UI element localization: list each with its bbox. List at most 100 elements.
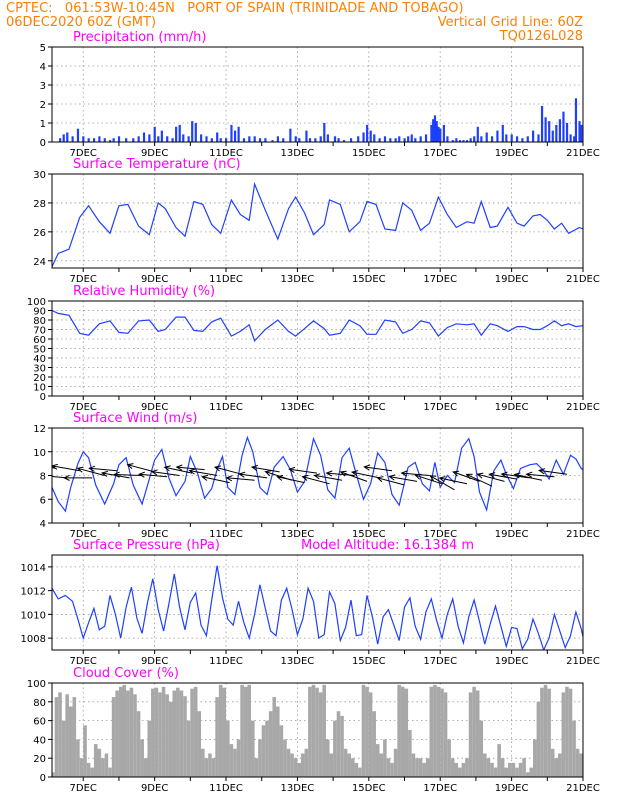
wind-arrow [52,466,55,469]
precip-bar [578,121,581,142]
precip-bar [540,105,544,142]
cloud-bar [525,772,530,777]
header-grid-info: Vertical Grid Line: 60Z [438,15,583,30]
precip-bar [125,138,128,142]
wind-arrow [250,464,280,473]
cloud-bar [522,758,526,777]
wind-arrows [52,463,567,491]
precip-bar [71,136,74,142]
cloud-bar [304,748,309,777]
wind-data [52,435,583,513]
cloud-bar [415,758,419,777]
humidity-ytick-label: 100 [27,297,46,308]
precip-bar [465,140,469,142]
pressure-xtick-label: 15DEC [352,656,386,667]
precipitation-ytick-label: 4 [40,62,46,73]
precip-bar [455,138,458,142]
humidity-xtick-label: 19DEC [495,402,529,413]
cloud-bar [365,686,369,777]
cloud-bar [86,762,91,777]
wind-arrow [500,471,530,479]
precip-bar [526,136,529,142]
cloud-bar [279,725,284,777]
humidity-xtick-label: 21DEC [566,402,600,413]
cloud-bar [208,753,212,777]
cloud-bar [229,744,234,777]
cloud-bar [440,688,444,777]
cloud-bar [504,767,509,777]
humidity-title: Relative Humidity (%) [73,284,215,299]
cloud-bar [340,715,344,777]
precip-bar [59,138,62,142]
pressure-xtick-label: 11DEC [209,656,243,667]
cloud-bar [529,767,534,777]
cloud-bar [379,753,384,777]
wind-arrow [452,470,480,482]
precip-bar [98,136,101,142]
wind-arrow [238,471,268,479]
pressure-frame [51,554,584,651]
precipitation-data [59,98,583,142]
precip-bar [219,138,222,142]
precip-bar [294,136,297,142]
precip-bar [253,136,256,142]
cloud-bar [115,690,119,777]
precipitation-xtick-label: 7DEC [70,148,97,159]
cloud-bar [315,687,319,777]
wind-arrow [414,473,443,485]
wind-arrow [163,465,193,474]
cloud-bar [372,711,376,777]
precipitation-ytick-label: 5 [40,43,46,54]
cloud-cover-ytick-label: 40 [33,735,46,746]
wind-arrow [188,468,218,476]
wind-arrow [363,464,393,472]
cloud-bar [358,767,362,777]
precip-bar [496,130,499,142]
cloud-bar [575,748,580,777]
humidity-xtick-label: 17DEC [423,402,457,413]
precip-bar [264,138,267,142]
precip-bar [424,134,428,142]
cloud-bar [561,692,566,777]
cloud-bar [443,692,448,777]
pressure-xtick-label: 19DEC [495,656,529,667]
temperature-title: Surface Temperature (nC) [73,157,241,172]
cloud-bar [447,739,451,777]
cloud-cover-xtick-label: 11DEC [209,783,243,794]
pressure-xtick-label: 7DEC [70,656,97,667]
precip-bar [394,138,397,142]
pressure-annotation: Model Altitude: 16.1384 m [301,538,474,553]
cloud-bar [151,688,155,777]
precip-bar [200,134,203,142]
precip-bar [342,140,346,142]
cloud-bar [408,730,412,777]
wind-xtick-label: 9DEC [141,529,168,540]
cloud-bar [572,720,576,777]
precip-bar [419,136,422,142]
cloud-bar [126,690,130,777]
humidity-ytick-label: 50 [33,345,46,356]
cloud-bar [197,711,202,777]
cloud-bar [222,687,227,777]
cloud-bar [168,701,173,777]
cloud-bar [515,767,519,777]
precip-bar [87,138,90,142]
precip-bar [103,138,106,142]
precip-bar [323,123,326,142]
cloud-cover-ytick-label: 0 [40,773,46,784]
precip-bar [308,138,312,142]
wind-xtick-label: 17DEC [423,529,457,540]
cloud-cover-xtick-label: 9DEC [141,783,168,794]
wind-arrow [538,468,567,475]
precip-bar [462,140,465,142]
cloud-bar [375,744,380,777]
temperature-frame [51,173,584,269]
precip-bar [326,134,329,142]
precip-bar [132,138,135,142]
precip-bar [178,124,181,142]
cloud-bar [536,701,541,777]
precip-bar [333,136,337,142]
